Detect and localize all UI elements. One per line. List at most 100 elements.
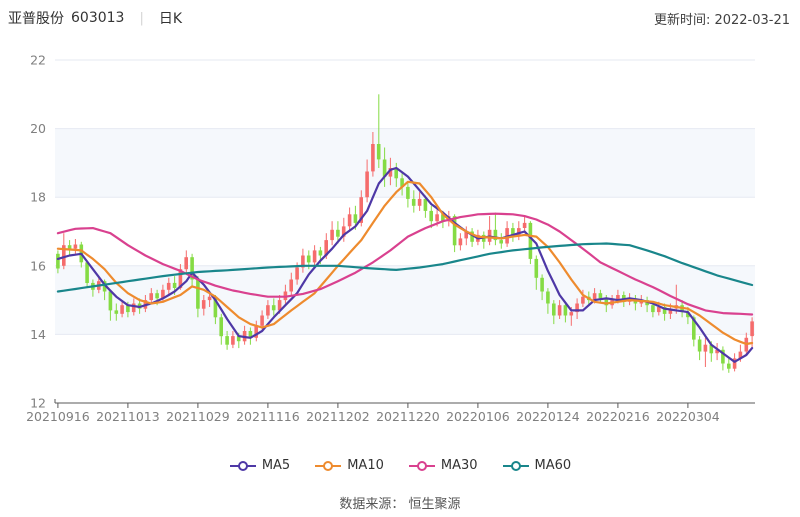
candle-body xyxy=(406,186,410,199)
candle-body xyxy=(56,253,60,269)
candle-body xyxy=(417,198,422,206)
candle-body xyxy=(517,228,521,235)
candle-body xyxy=(236,336,241,342)
candle-body xyxy=(155,293,159,299)
y-axis-label: 16 xyxy=(30,258,46,273)
candle-body xyxy=(552,303,556,316)
ma60-line xyxy=(56,242,754,293)
candle-body xyxy=(225,336,229,345)
candle-body xyxy=(464,231,468,239)
candle-body xyxy=(365,171,369,198)
plot-band xyxy=(55,128,755,198)
candle-body xyxy=(709,344,714,354)
candle-body xyxy=(289,279,293,292)
update-time: 更新时间: 2022-03-21 xyxy=(653,12,790,28)
candle-body xyxy=(563,305,568,316)
candle-body xyxy=(738,351,743,359)
candle-body xyxy=(324,240,328,256)
candle-body xyxy=(598,293,603,299)
ma10-line xyxy=(56,180,754,346)
candle-body xyxy=(662,307,667,314)
y-axis-label: 14 xyxy=(30,327,46,342)
candle-body xyxy=(260,315,264,326)
legend-item-ma10[interactable]: MA10 xyxy=(314,458,384,473)
candle-body xyxy=(569,312,574,316)
candle-body xyxy=(575,303,579,313)
candle-body xyxy=(522,222,527,228)
candle-body xyxy=(703,344,708,352)
candle-body xyxy=(266,305,270,316)
candle-body xyxy=(651,305,655,313)
x-axis-label: 20220304 xyxy=(656,409,720,424)
candle-body xyxy=(581,296,585,304)
title-group: 亚普股份 603013 | 日K xyxy=(8,8,182,28)
candle-body xyxy=(604,298,609,306)
x-axis-label: 20211116 xyxy=(236,409,300,424)
kline-chart[interactable]: 12 14 16 18 20 22 20210916 20211013 20211029 2021… xyxy=(0,0,800,440)
candle-body xyxy=(616,295,620,301)
x-axis-label: 20211029 xyxy=(166,409,230,424)
candle-body xyxy=(301,255,305,268)
legend-label-ma30: MA30 xyxy=(440,458,478,473)
candle-body xyxy=(120,305,124,314)
x-axis-label: 20211013 xyxy=(96,409,160,424)
candle-body xyxy=(435,214,439,222)
candle-body xyxy=(750,321,754,337)
x-axis-label: 20220124 xyxy=(516,409,580,424)
candle-body xyxy=(692,317,696,340)
candle-body xyxy=(318,250,323,256)
ma5-line xyxy=(56,166,754,363)
candle-body xyxy=(347,214,352,227)
candle-body xyxy=(376,144,381,160)
candle-body xyxy=(172,282,177,288)
y-axis-label: 12 xyxy=(30,396,46,411)
data-source: 数据来源： 恒生聚源 xyxy=(339,497,461,512)
candle-body xyxy=(592,293,597,301)
candle-body xyxy=(131,303,136,313)
candle-body xyxy=(85,262,89,283)
candle-body xyxy=(721,349,725,364)
legend-item-ma30[interactable]: MA30 xyxy=(408,458,478,473)
candle-body xyxy=(336,229,340,237)
legend-item-ma60[interactable]: MA60 xyxy=(502,458,571,473)
stock-code: 603013 xyxy=(71,10,125,26)
candle-body xyxy=(330,229,334,241)
candle-body xyxy=(727,363,731,369)
legend: MA5 MA10 MA30 MA60 xyxy=(0,458,800,473)
candle-body xyxy=(277,300,282,311)
candle-body xyxy=(312,250,317,263)
candle-body xyxy=(715,349,719,354)
candle-body xyxy=(178,269,183,289)
candle-body xyxy=(341,226,346,237)
candle-body xyxy=(499,240,503,244)
candle-body xyxy=(423,198,428,211)
candle-body xyxy=(219,317,223,337)
candle-body xyxy=(732,358,737,369)
candle-body xyxy=(213,296,218,318)
candle-body xyxy=(534,258,539,278)
title-divider: | xyxy=(139,10,144,26)
candle-body xyxy=(458,238,463,246)
period-tab-daily-k[interactable]: 日K xyxy=(158,11,183,27)
x-axis-label: 20210916 xyxy=(26,409,90,424)
candle-body xyxy=(668,308,673,314)
candle-body xyxy=(102,281,107,292)
x-axis-label: 20211220 xyxy=(376,409,440,424)
x-axis-label: 20220106 xyxy=(446,409,510,424)
candle-body xyxy=(62,245,66,266)
candle-body xyxy=(126,305,130,313)
x-axis-label: 20220216 xyxy=(586,409,650,424)
ma60-legend-icon xyxy=(502,460,529,471)
candle-body xyxy=(441,214,445,222)
candle-body xyxy=(359,197,363,223)
candle-body xyxy=(190,257,194,280)
candle-body xyxy=(528,222,533,259)
candle-body xyxy=(149,293,153,301)
legend-item-ma5[interactable]: MA5 xyxy=(229,458,290,473)
candle-body xyxy=(254,325,258,338)
x-axis-label: 20211202 xyxy=(306,409,370,424)
candle-body xyxy=(511,228,515,235)
candle-body xyxy=(697,339,702,352)
ma10-legend-icon xyxy=(315,460,342,471)
